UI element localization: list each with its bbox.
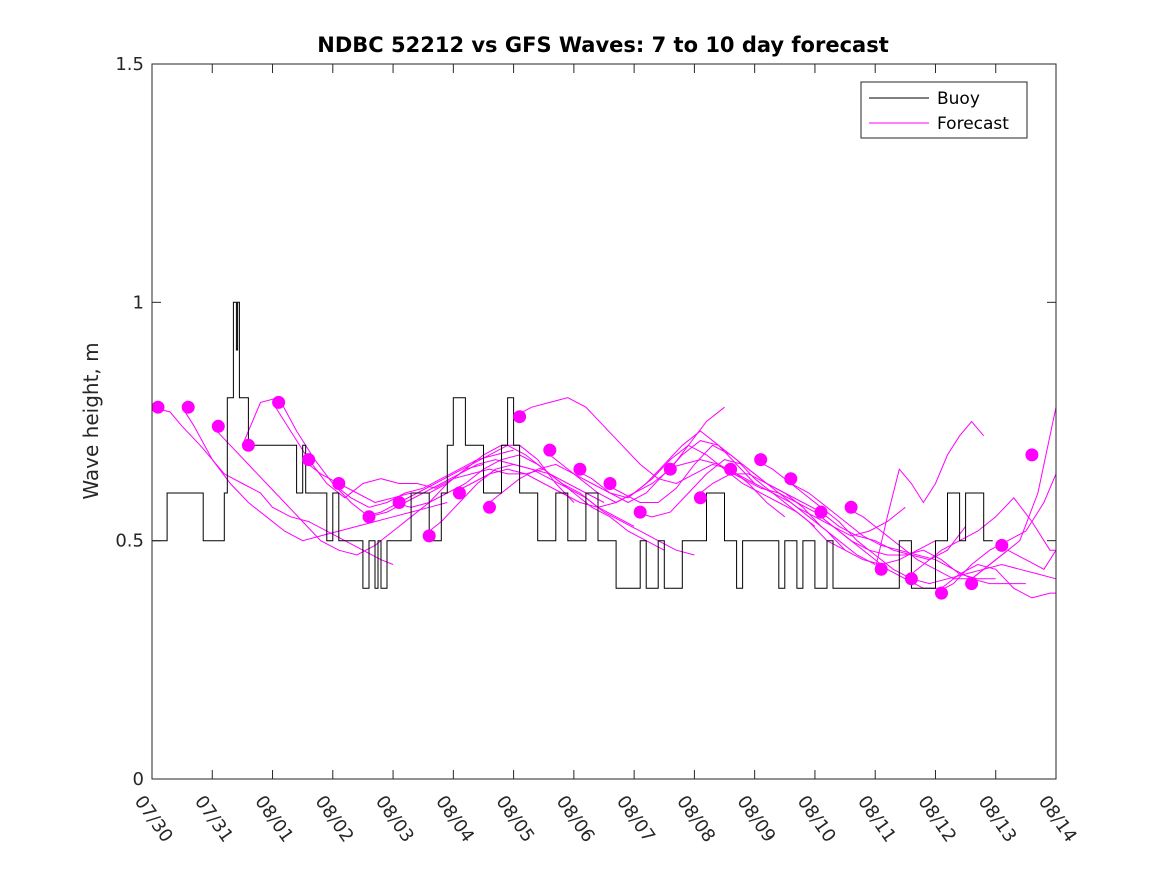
- forecast-marker: [965, 577, 979, 591]
- forecast-series-line: [181, 406, 448, 542]
- forecast-marker: [362, 510, 376, 524]
- forecast-marker: [392, 496, 406, 509]
- forecast-series-line: [211, 425, 484, 556]
- forecast-marker: [513, 410, 527, 424]
- forecast-marker: [844, 500, 858, 514]
- forecast-marker: [603, 477, 617, 490]
- forecast-marker: [211, 419, 225, 433]
- forecast-series-line: [754, 459, 1026, 585]
- forecast-series-line: [844, 506, 1057, 580]
- forecast-marker: [302, 453, 316, 467]
- forecast-series-line: [392, 454, 665, 551]
- axes-box: [151, 63, 1057, 780]
- y-tick-label: 0.5: [115, 531, 144, 552]
- forecast-series-line: [904, 497, 1056, 580]
- forecast-marker: [784, 472, 798, 486]
- forecast-series-line: [664, 459, 936, 566]
- y-tick-label: 0: [133, 769, 144, 790]
- forecast-series-line: [724, 468, 996, 580]
- forecast-marker: [181, 400, 195, 414]
- legend: Buoy Forecast: [860, 81, 1028, 139]
- legend-box: [860, 81, 1028, 139]
- forecast-series-line: [513, 397, 786, 518]
- forecast-marker: [633, 505, 647, 519]
- forecast-marker: [543, 443, 557, 457]
- forecast-series-line: [573, 440, 846, 551]
- forecast-marker: [422, 529, 436, 543]
- forecast-marker: [693, 491, 707, 505]
- forecast-marker: [904, 572, 918, 586]
- forecast-series-line: [151, 406, 394, 565]
- forecast-series-line: [874, 420, 985, 570]
- y-axis-label: Wave height, m: [79, 342, 103, 499]
- forecast-marker: [663, 462, 677, 476]
- forecast-series-line: [302, 444, 575, 504]
- forecast-marker: [814, 505, 828, 519]
- forecast-series-line: [543, 444, 816, 527]
- forecast-series-line: [241, 397, 514, 508]
- forecast-marker: [995, 538, 1009, 552]
- forecast-marker: [452, 486, 466, 500]
- forecast-marker: [1025, 448, 1039, 462]
- forecast-marker: [241, 438, 255, 452]
- legend-forecast-label: Forecast: [937, 114, 1009, 134]
- y-tick-label: 1.5: [115, 54, 144, 75]
- y-axis-ticks: 0 0.5 1 1.5: [115, 54, 1056, 790]
- forecast-marker: [272, 395, 286, 409]
- forecast-series-line: [422, 463, 695, 556]
- chart-title: NDBC 52212 vs GFS Waves: 7 to 10 day for…: [317, 33, 888, 57]
- forecast-series-line: [453, 406, 725, 508]
- forecast-marker: [754, 453, 768, 467]
- forecast-marker: [935, 586, 948, 600]
- forecast-marker: [874, 562, 888, 576]
- y-tick-label: 1: [133, 292, 144, 313]
- forecast-marker: [332, 477, 346, 490]
- forecast-marker: [724, 462, 738, 476]
- buoy-series-line: [152, 301, 993, 589]
- forecast-marker: [151, 400, 165, 414]
- forecast-marker: [483, 500, 496, 514]
- legend-buoy-label: Buoy: [937, 89, 980, 109]
- forecast-series-line: [694, 473, 966, 561]
- forecast-series-line: [483, 430, 756, 508]
- plot-area: [151, 301, 1057, 600]
- forecast-series-line: [965, 407, 1057, 584]
- forecast-marker: [573, 462, 587, 476]
- forecast-series-line: [332, 459, 605, 518]
- forecast-series-line: [784, 478, 1057, 585]
